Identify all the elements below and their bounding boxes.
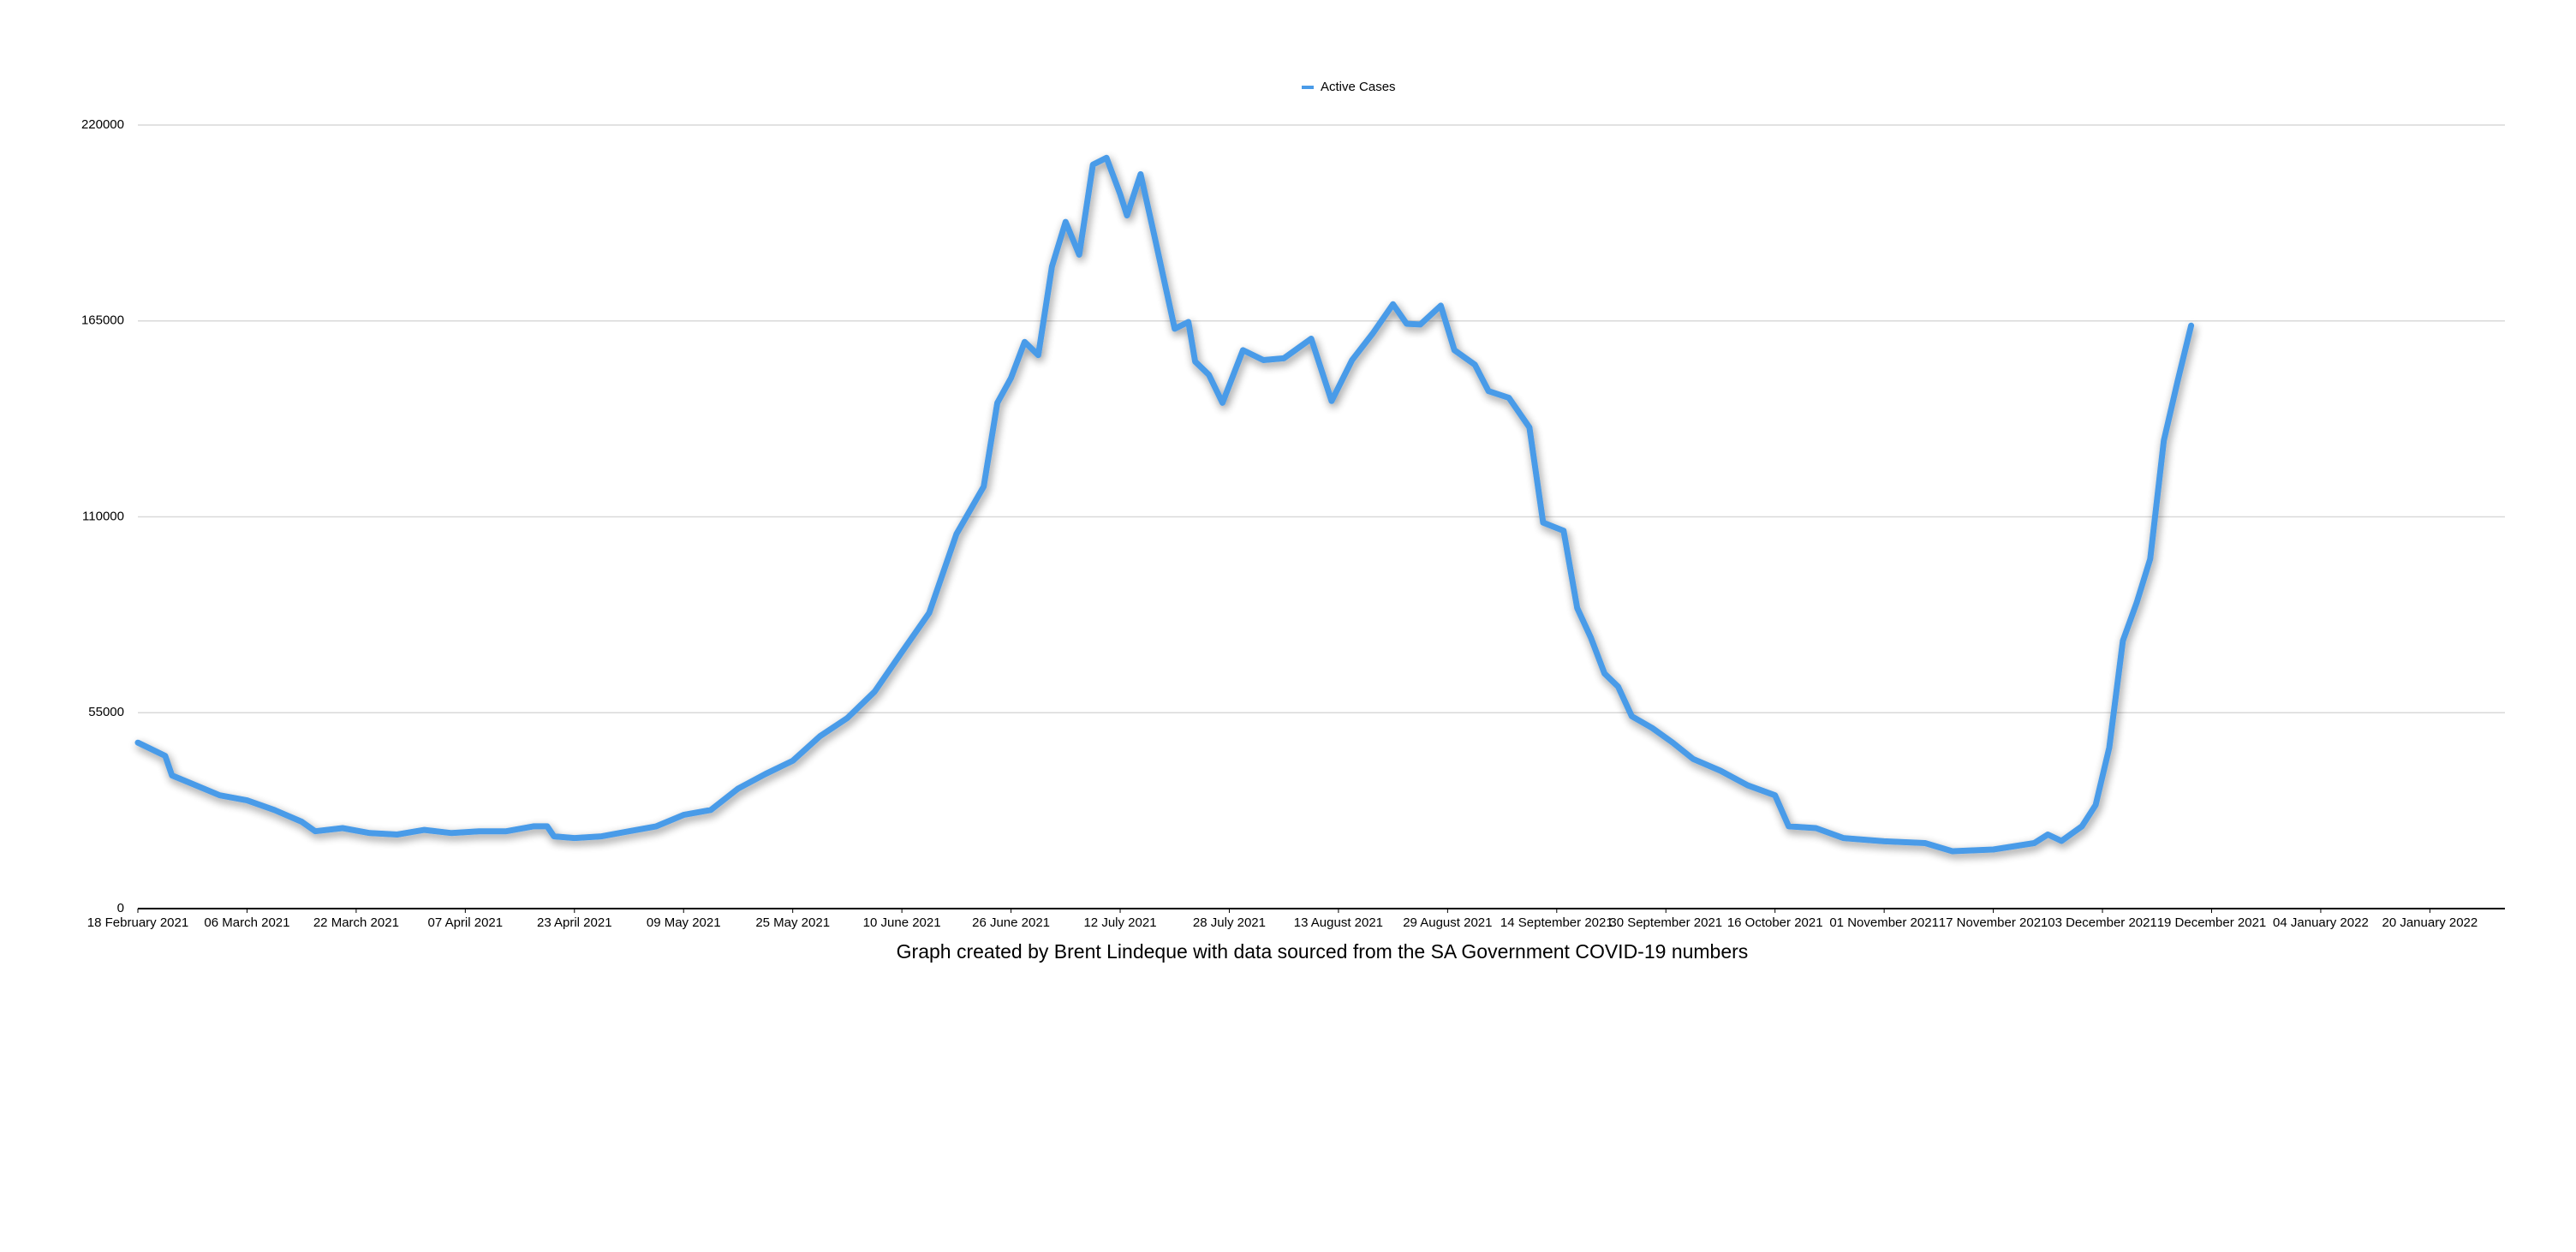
- x-tick-label: 07 April 2021: [428, 915, 504, 930]
- y-tick-label: 110000: [82, 509, 124, 523]
- data-line: [134, 154, 2195, 855]
- x-tick-label: 30 September 2021: [1609, 915, 1722, 930]
- x-tick-label: 09 May 2021: [647, 915, 721, 930]
- chart-caption: Graph created by Brent Lindeque with dat…: [897, 940, 1749, 963]
- x-tick-label: 18 February 2021: [87, 915, 188, 930]
- x-tick-label: 20 January 2022: [2382, 915, 2478, 930]
- x-tick-label: 13 August 2021: [1294, 915, 1383, 930]
- y-tick-label: 220000: [81, 117, 124, 132]
- x-tick-label: 10 June 2021: [863, 915, 941, 930]
- x-tick-label: 17 November 2021: [1939, 915, 2048, 930]
- x-tick-label: 29 August 2021: [1403, 915, 1492, 930]
- x-tick-label: 14 September 2021: [1500, 915, 1613, 930]
- y-tick-label: 165000: [81, 313, 124, 328]
- y-tick-label: 0: [117, 901, 124, 915]
- x-tick-label: 22 March 2021: [313, 915, 399, 930]
- x-tick-label: 19 December 2021: [2157, 915, 2267, 930]
- x-tick-label: 03 December 2021: [2048, 915, 2157, 930]
- legend-label: Active Cases: [1321, 80, 1396, 94]
- x-tick-label: 06 March 2021: [204, 915, 289, 930]
- x-tick-label: 26 June 2021: [972, 915, 1050, 930]
- x-tick-label: 12 July 2021: [1083, 915, 1156, 930]
- x-tick-label: 28 July 2021: [1193, 915, 1266, 930]
- x-tick-label: 16 October 2021: [1727, 915, 1823, 930]
- x-tick-label: 25 May 2021: [755, 915, 830, 930]
- x-tick-label: 23 April 2021: [537, 915, 612, 930]
- x-tick-label: 04 January 2022: [2273, 915, 2369, 930]
- x-tick-label: 01 November 2021: [1829, 915, 1939, 930]
- y-tick-label: 55000: [88, 705, 124, 719]
